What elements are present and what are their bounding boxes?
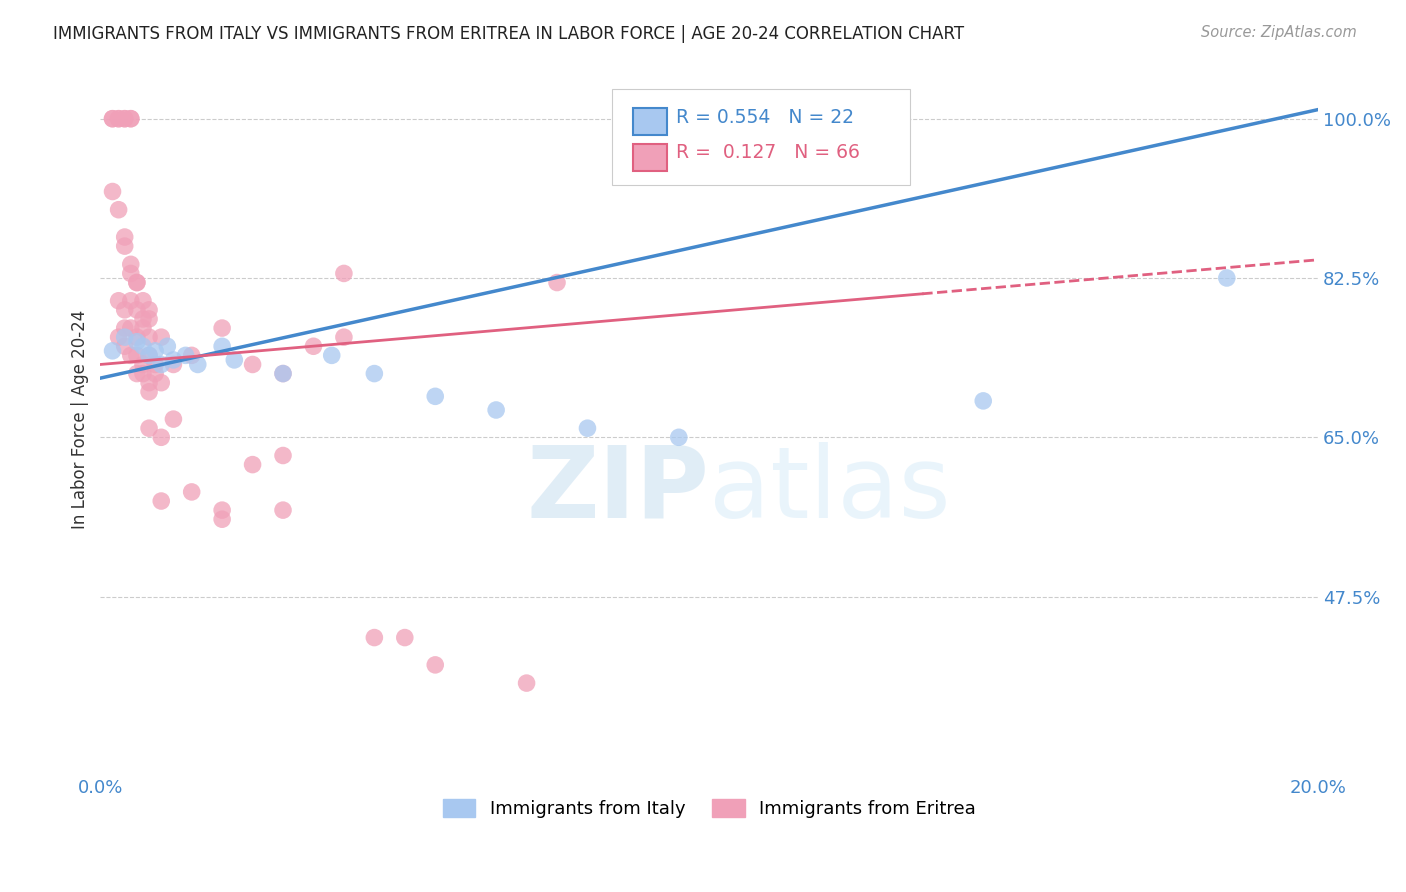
Point (162, 358, 184, 372)
Point (211, 503, 233, 517)
Point (668, 430, 690, 444)
Point (107, 112, 129, 126)
Point (132, 321, 155, 335)
Point (132, 293, 155, 308)
Point (138, 330, 160, 344)
Point (114, 330, 136, 344)
FancyBboxPatch shape (612, 89, 910, 185)
Point (114, 239, 136, 253)
Point (1216, 271, 1239, 285)
Point (302, 339, 325, 353)
Point (107, 112, 129, 126)
Text: ZIP: ZIP (526, 442, 709, 539)
Text: R = 0.554   N = 22: R = 0.554 N = 22 (676, 108, 855, 127)
Legend: Immigrants from Italy, Immigrants from Eritrea: Immigrants from Italy, Immigrants from E… (436, 792, 983, 825)
Point (187, 358, 209, 372)
Point (485, 403, 508, 417)
Point (101, 112, 124, 126)
Point (156, 339, 179, 353)
Point (101, 185, 124, 199)
Point (132, 367, 155, 381)
Point (394, 631, 416, 645)
Point (132, 339, 155, 353)
Point (132, 312, 155, 326)
Point (333, 267, 356, 281)
Point (150, 358, 173, 372)
Point (125, 302, 148, 317)
Point (114, 112, 136, 126)
Point (125, 276, 148, 290)
Point (107, 330, 129, 344)
Point (143, 367, 166, 381)
Point (271, 367, 294, 381)
Bar (633, 144, 666, 170)
Point (120, 112, 142, 126)
Point (150, 376, 173, 390)
Point (546, 276, 568, 290)
Point (363, 367, 385, 381)
Point (211, 512, 233, 526)
Point (120, 321, 142, 335)
Point (425, 389, 447, 403)
Point (224, 352, 246, 367)
Bar (633, 108, 666, 135)
Point (242, 458, 264, 472)
Point (114, 302, 136, 317)
Text: atlas: atlas (709, 442, 950, 539)
Point (174, 348, 197, 362)
Point (363, 631, 385, 645)
Point (120, 267, 142, 281)
Point (125, 348, 148, 362)
Point (138, 421, 160, 435)
Point (143, 358, 166, 372)
Point (271, 367, 294, 381)
Point (120, 112, 142, 126)
Point (125, 330, 148, 344)
Point (271, 503, 294, 517)
Point (180, 484, 202, 499)
Point (162, 412, 184, 426)
Point (211, 339, 233, 353)
Point (132, 358, 155, 372)
Point (101, 343, 124, 358)
Point (150, 330, 173, 344)
Point (138, 376, 160, 390)
Point (150, 430, 173, 444)
Point (321, 348, 343, 362)
Point (972, 393, 994, 408)
Point (271, 449, 294, 463)
Point (242, 358, 264, 372)
Point (114, 230, 136, 244)
Point (576, 421, 599, 435)
Point (125, 334, 148, 349)
Point (120, 348, 142, 362)
Point (107, 293, 129, 308)
Point (138, 312, 160, 326)
Point (516, 676, 538, 690)
Point (150, 494, 173, 508)
Point (138, 302, 160, 317)
Point (114, 339, 136, 353)
Point (125, 367, 148, 381)
Point (101, 112, 124, 126)
Point (143, 343, 166, 358)
Text: R =  0.127   N = 66: R = 0.127 N = 66 (676, 144, 860, 162)
Point (120, 293, 142, 308)
Point (138, 384, 160, 399)
Point (180, 348, 202, 362)
Text: Source: ZipAtlas.com: Source: ZipAtlas.com (1201, 25, 1357, 40)
Point (114, 112, 136, 126)
Text: IMMIGRANTS FROM ITALY VS IMMIGRANTS FROM ERITREA IN LABOR FORCE | AGE 20-24 CORR: IMMIGRANTS FROM ITALY VS IMMIGRANTS FROM… (53, 25, 965, 43)
Point (107, 202, 129, 217)
Point (125, 276, 148, 290)
Point (138, 348, 160, 362)
Point (114, 321, 136, 335)
Point (425, 657, 447, 672)
Point (120, 257, 142, 271)
Y-axis label: In Labor Force | Age 20-24: In Labor Force | Age 20-24 (72, 310, 89, 529)
Point (162, 352, 184, 367)
Point (138, 348, 160, 362)
Point (211, 321, 233, 335)
Point (333, 330, 356, 344)
